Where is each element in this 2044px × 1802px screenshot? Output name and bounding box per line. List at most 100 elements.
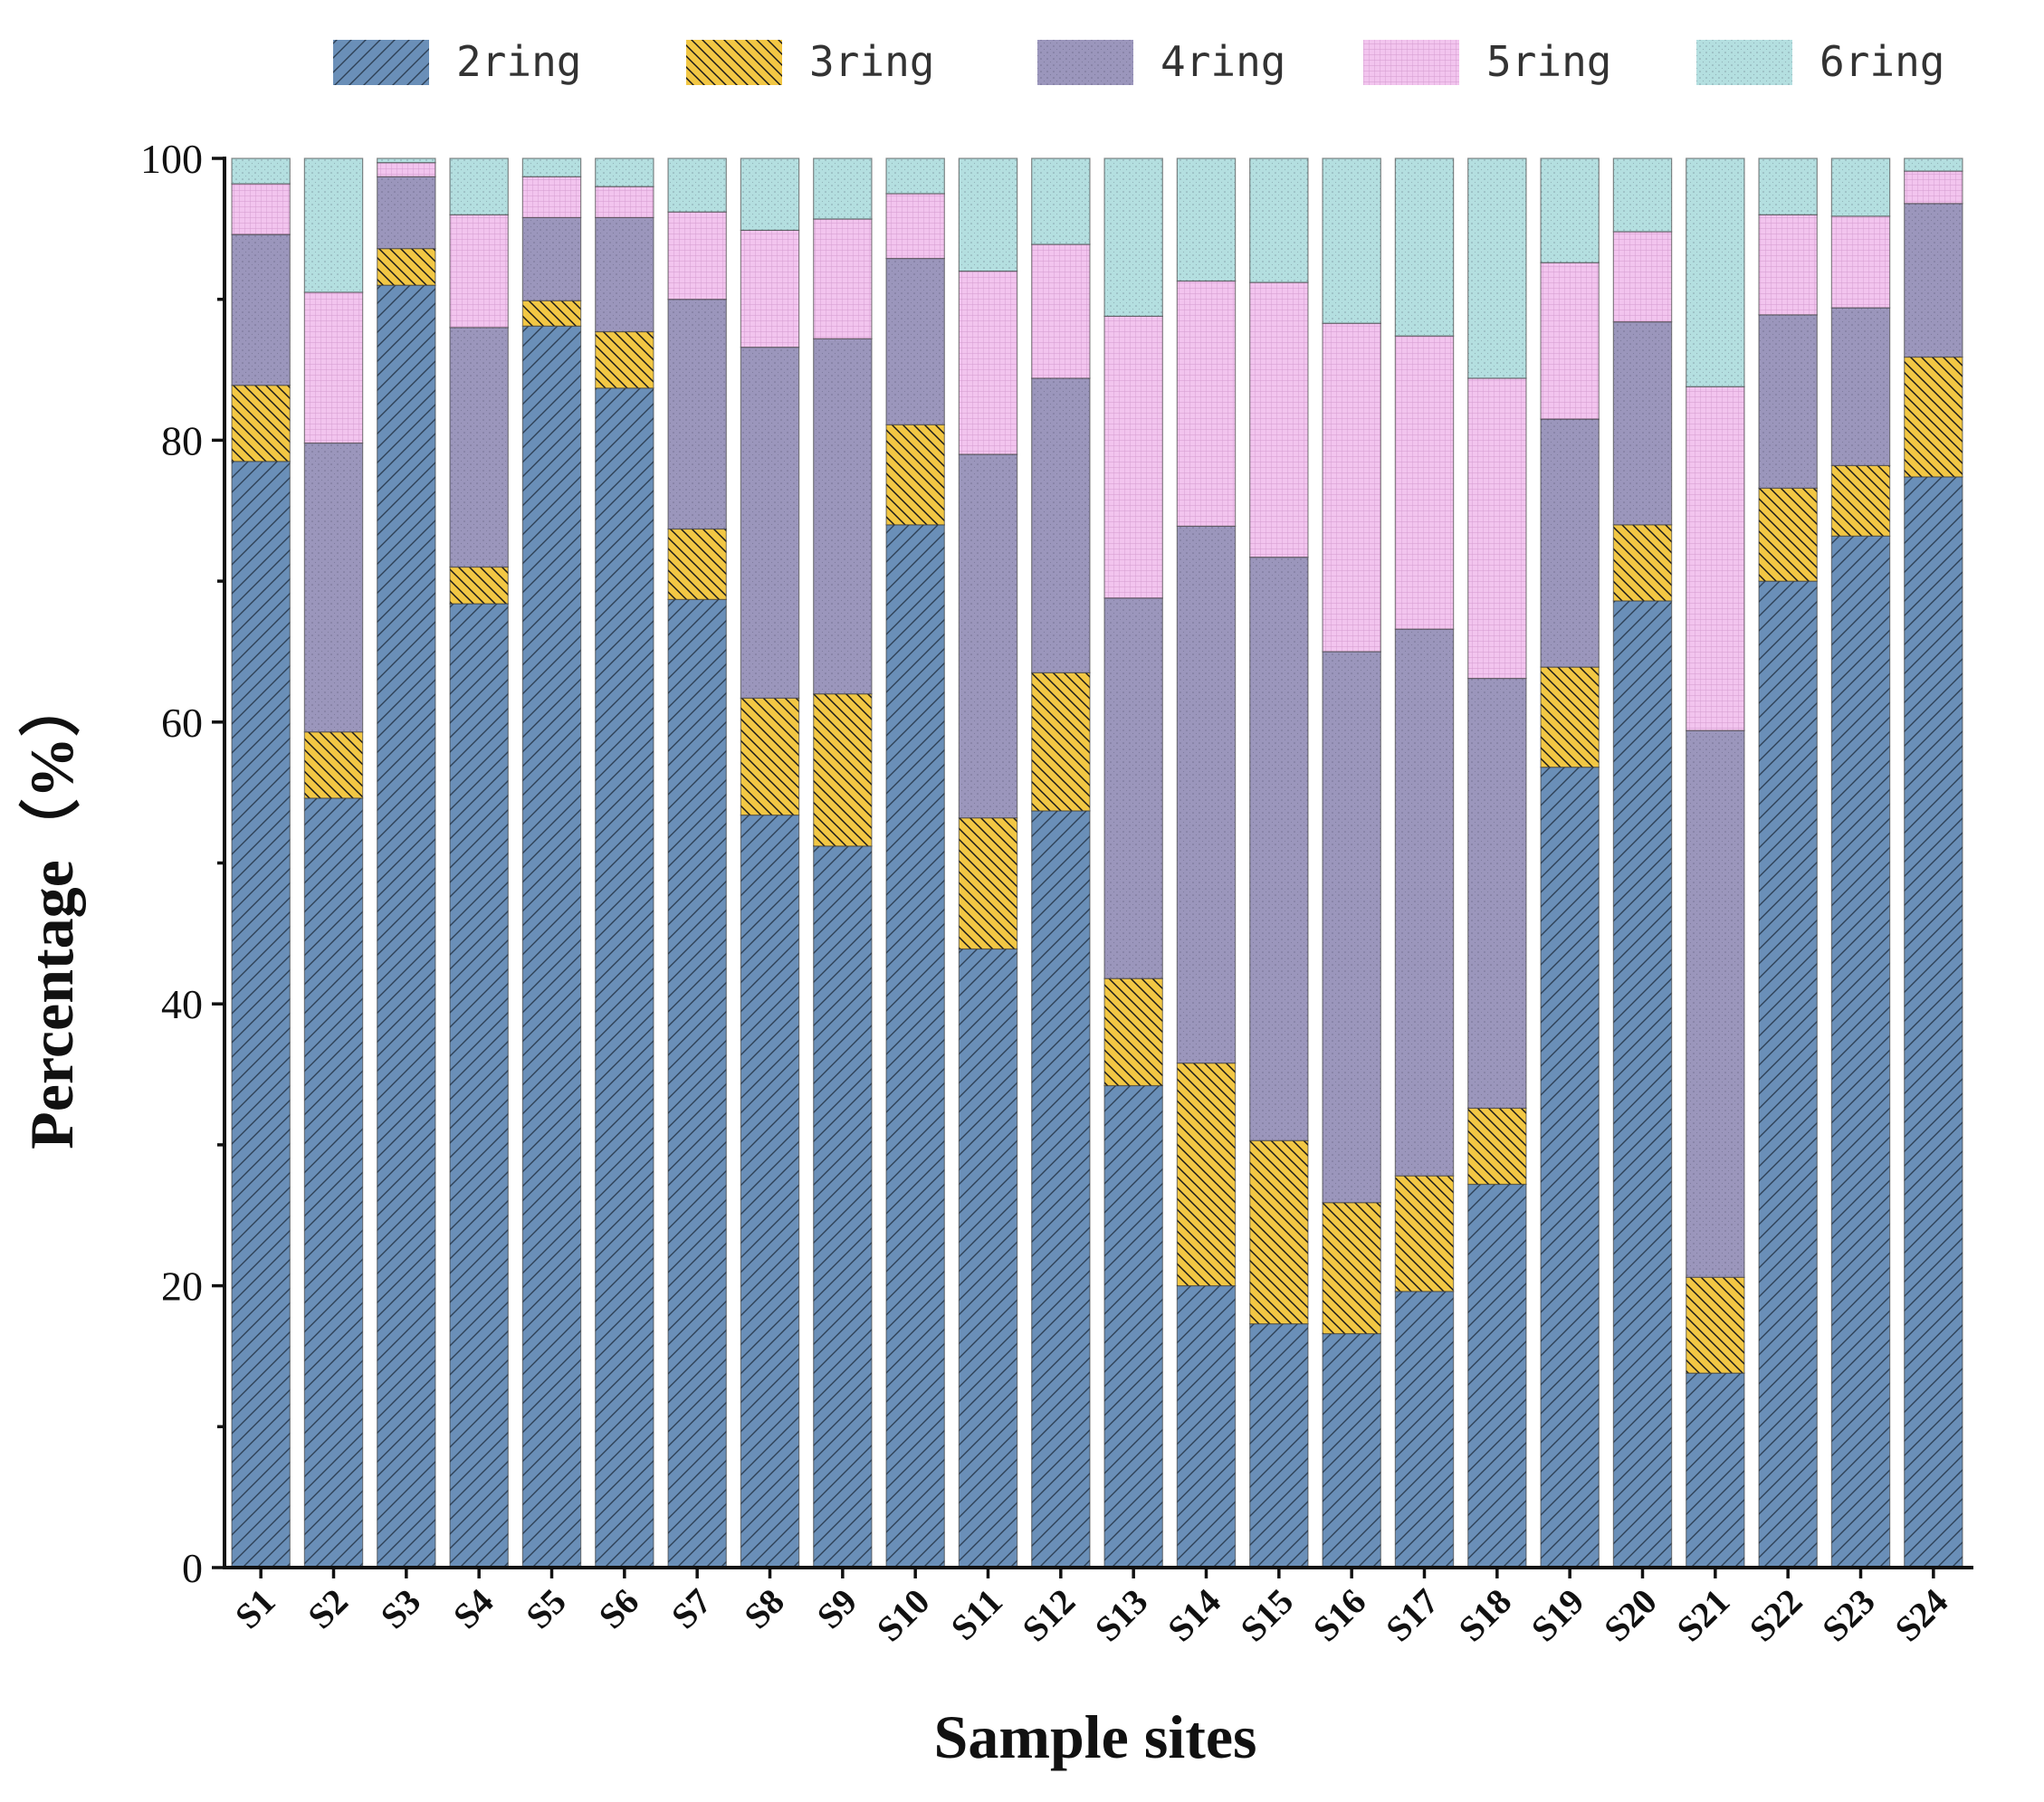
bar-segment-3ring-S6 xyxy=(595,330,654,389)
bar-segment-3ring-S12 xyxy=(1031,672,1091,812)
x-tick-label-S10: S10 xyxy=(869,1581,938,1650)
bar-segment-6ring-S5 xyxy=(521,157,582,177)
bar-segment-3ring-S8 xyxy=(740,697,800,816)
bars xyxy=(231,157,1963,1568)
bar-segment-5ring-S14 xyxy=(1176,280,1237,527)
bar-segment-3ring-S5 xyxy=(521,300,582,327)
bar-segment-6ring-S9 xyxy=(813,157,873,220)
bar-segment-6ring-S16 xyxy=(1322,157,1381,324)
bar-segment-5ring-S22 xyxy=(1758,214,1818,316)
bar-segment-4ring-S7 xyxy=(667,299,727,530)
x-tick-label-S16: S16 xyxy=(1305,1581,1374,1650)
bar-segment-3ring-S19 xyxy=(1540,666,1600,768)
legend-item-6ring: 6ring xyxy=(1696,37,1944,86)
legend-item-2ring: 2ring xyxy=(333,37,581,86)
bar-segment-5ring-S16 xyxy=(1322,322,1381,653)
bar-segment-5ring-S21 xyxy=(1686,386,1745,731)
bar-segment-4ring-S1 xyxy=(231,234,291,386)
x-tick-label-S6: S6 xyxy=(591,1581,647,1637)
bar-segment-4ring-S6 xyxy=(595,216,654,333)
bar-segment-6ring-S19 xyxy=(1540,157,1600,263)
y-tick-label: 40 xyxy=(161,981,203,1027)
legend-label: 5ring xyxy=(1486,37,1611,86)
x-tick-label-S5: S5 xyxy=(518,1581,574,1637)
bar-segment-2ring-S20 xyxy=(1612,600,1673,1568)
bar-segment-5ring-S17 xyxy=(1394,335,1455,630)
bar-segment-2ring-S17 xyxy=(1394,1291,1455,1568)
bar-segment-5ring-S10 xyxy=(885,193,945,260)
bar-segment-2ring-S1 xyxy=(231,461,291,1568)
x-tick-label-S21: S21 xyxy=(1668,1581,1737,1650)
bar-segment-4ring-S18 xyxy=(1467,677,1527,1110)
bar-segment-6ring-S20 xyxy=(1612,157,1673,233)
bar-segment-4ring-S12 xyxy=(1031,377,1091,673)
bar-segment-4ring-S15 xyxy=(1249,557,1309,1141)
bar-segment-4ring-S20 xyxy=(1612,321,1673,526)
bar-segment-2ring-S15 xyxy=(1249,1323,1309,1568)
bar-segment-6ring-S18 xyxy=(1467,157,1527,379)
x-tick-label-S17: S17 xyxy=(1378,1581,1447,1650)
x-tick-label-S8: S8 xyxy=(736,1581,792,1637)
x-tick-label-S2: S2 xyxy=(300,1581,356,1637)
x-tick-label-S9: S9 xyxy=(809,1581,865,1637)
bar-segment-6ring-S3 xyxy=(377,157,436,164)
bar-segment-5ring-S8 xyxy=(740,229,800,348)
x-tick-label-S18: S18 xyxy=(1450,1581,1519,1650)
bar-segment-2ring-S6 xyxy=(595,387,654,1568)
bar-segment-3ring-S17 xyxy=(1394,1175,1455,1292)
bar-segment-6ring-S23 xyxy=(1830,157,1891,217)
bar-segment-6ring-S21 xyxy=(1686,157,1745,387)
bar-segment-5ring-S4 xyxy=(449,214,509,329)
bar-segment-2ring-S4 xyxy=(449,603,509,1568)
bar-segment-6ring-S2 xyxy=(303,157,364,293)
y-axis-title: Percentage（%） xyxy=(17,675,86,1149)
bar-segment-6ring-S13 xyxy=(1103,157,1163,317)
bar-segment-5ring-S9 xyxy=(813,218,873,339)
bar-segment-3ring-S9 xyxy=(813,693,873,847)
legend-item-4ring: 4ring xyxy=(1037,37,1285,86)
x-tick-label-S7: S7 xyxy=(664,1581,720,1637)
bar-segment-3ring-S7 xyxy=(667,528,727,600)
bar-segment-2ring-S2 xyxy=(303,797,364,1568)
bar-segment-2ring-S10 xyxy=(885,524,945,1568)
bar-segment-4ring-S22 xyxy=(1758,314,1818,489)
x-tick-label-S14: S14 xyxy=(1160,1581,1228,1650)
bar-segment-2ring-S11 xyxy=(958,948,1018,1568)
bar-segment-6ring-S24 xyxy=(1904,157,1963,172)
bar-segment-5ring-S20 xyxy=(1612,231,1673,323)
bar-segment-2ring-S24 xyxy=(1904,476,1963,1568)
bar-segment-5ring-S15 xyxy=(1249,281,1309,558)
bar-segment-3ring-S10 xyxy=(885,424,945,526)
x-tick-label-S23: S23 xyxy=(1814,1581,1883,1650)
x-tick-label-S15: S15 xyxy=(1232,1581,1301,1650)
bar-segment-4ring-S5 xyxy=(521,216,582,301)
bar-segment-2ring-S14 xyxy=(1176,1284,1237,1568)
y-tick-label: 80 xyxy=(161,417,203,463)
legend-label: 3ring xyxy=(809,37,934,86)
bar-segment-3ring-S2 xyxy=(303,731,364,799)
bar-segment-3ring-S3 xyxy=(377,248,436,286)
y-tick-label: 60 xyxy=(161,700,203,746)
bar-segment-3ring-S1 xyxy=(231,385,291,462)
bar-segment-5ring-S6 xyxy=(595,186,654,218)
bar-segment-6ring-S4 xyxy=(449,157,509,215)
bar-segment-2ring-S7 xyxy=(667,598,727,1568)
bar-segment-2ring-S18 xyxy=(1467,1183,1527,1568)
x-tick-label-S11: S11 xyxy=(943,1581,1010,1648)
bar-segment-6ring-S14 xyxy=(1176,157,1237,282)
bar-segment-5ring-S11 xyxy=(958,270,1018,455)
bar-segment-4ring-S13 xyxy=(1103,597,1163,979)
bar-segment-2ring-S21 xyxy=(1686,1372,1745,1568)
bar-segment-4ring-S8 xyxy=(740,347,800,699)
bar-segment-3ring-S14 xyxy=(1176,1062,1237,1287)
y-tick-label: 20 xyxy=(161,1263,203,1310)
x-tick-label-S19: S19 xyxy=(1523,1581,1592,1650)
x-tick-label-S12: S12 xyxy=(1014,1581,1083,1650)
bar-segment-4ring-S3 xyxy=(377,176,436,250)
bar-segment-6ring-S1 xyxy=(231,157,291,185)
bar-segment-6ring-S11 xyxy=(958,157,1018,272)
x-tick-label-S20: S20 xyxy=(1596,1581,1665,1650)
bar-segment-3ring-S20 xyxy=(1612,524,1673,602)
axes xyxy=(223,157,1973,1569)
